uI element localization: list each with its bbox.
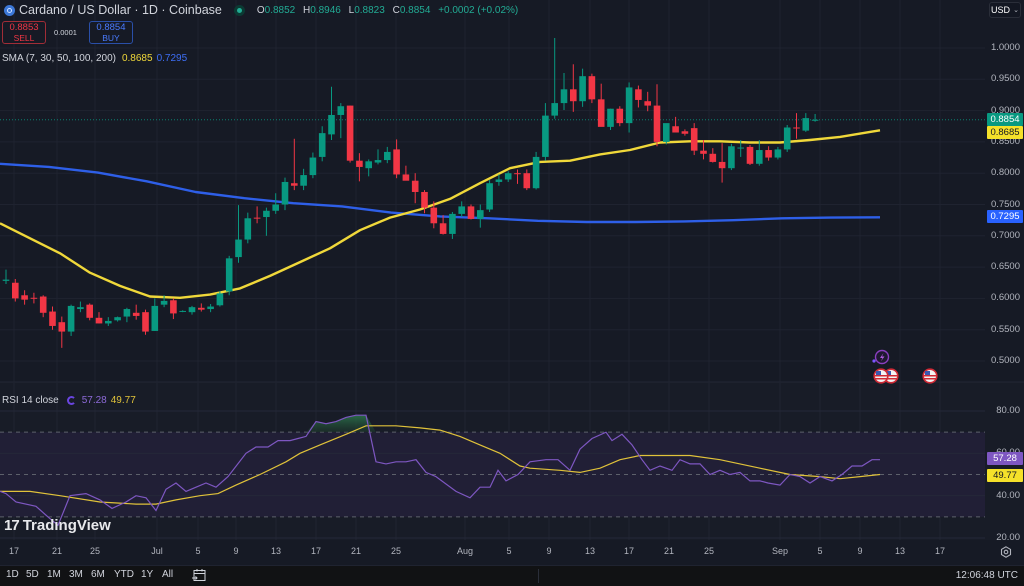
high-label: H [303, 4, 311, 16]
us-flag-event-icon[interactable] [922, 368, 938, 384]
range-button-1m[interactable]: 1M [47, 569, 61, 580]
sell-price: 0.8853 [9, 22, 39, 33]
rsi-label: RSI 14 close [2, 395, 59, 406]
close-value: 0.8854 [399, 4, 431, 16]
change-value: +0.0002 (+0.02%) [438, 4, 519, 16]
trade-panel: 0.8853 SELL 0.0001 0.8854 BUY [2, 21, 133, 44]
spread-value: 0.0001 [54, 28, 77, 37]
time-axis-label: Aug [456, 546, 474, 556]
tradingview-logo[interactable]: 17 TradingView [4, 517, 111, 534]
low-label: L [348, 4, 355, 16]
price-axis-label: 1.0000 [990, 42, 1020, 53]
time-axis-label: 25 [390, 546, 402, 556]
buy-price: 0.8854 [96, 22, 126, 33]
price-axis-label: 0.7000 [990, 229, 1020, 241]
low-value: 0.8823 [354, 4, 385, 16]
rsi-legend[interactable]: RSI 14 close 57.28 49.77 [2, 395, 136, 406]
price-axis-label: 0.8500 [990, 135, 1020, 147]
high-value: 0.8946 [310, 4, 341, 16]
price-axis-label: 0.9000 [990, 104, 1020, 116]
chevron-down-icon: ⌄ [1013, 7, 1019, 14]
time-axis-label: 25 [89, 546, 101, 556]
symbol-title[interactable]: Cardano / US Dollar · 1D · Coinbase [19, 3, 222, 17]
sell-label: SELL [13, 33, 35, 43]
economic-events[interactable] [868, 348, 948, 388]
loading-spinner-icon [66, 396, 76, 405]
range-button-ytd[interactable]: YTD [114, 569, 134, 580]
price-axis-label: 0.7500 [990, 198, 1020, 210]
rsi-ma-value: 49.77 [110, 395, 136, 406]
open-value: 0.8852 [264, 4, 296, 16]
open-label: O [256, 4, 265, 16]
settings-gear-icon[interactable] [1000, 546, 1012, 558]
range-button-6m[interactable]: 6M [91, 569, 105, 580]
range-button-all[interactable]: All [162, 569, 174, 580]
sma-value-blue: 0.7295 [156, 53, 188, 64]
cardano-logo-icon [4, 4, 15, 16]
time-axis-label: 5 [506, 546, 512, 556]
time-axis-label: 13 [584, 546, 596, 556]
sell-button[interactable]: 0.8853 SELL [2, 21, 46, 44]
price-axis-label: 0.9500 [990, 73, 1020, 85]
ohlc-values: O0.8852 H0.8946 L0.8823 C0.8854 +0.0002 … [257, 5, 523, 16]
time-axis-label: 17 [934, 546, 946, 556]
price-axis-label: 0.5000 [990, 355, 1020, 366]
sma-label: SMA (7, 30, 50, 100, 200) [2, 53, 116, 64]
current-price-tag: 0.8854 [987, 113, 1023, 126]
sma-legend[interactable]: SMA (7, 30, 50, 100, 200) 0.8685 0.7295 [2, 53, 187, 64]
buy-label: BUY [102, 33, 120, 43]
rsi-axis-label: 80.00 [996, 405, 1020, 416]
buy-button[interactable]: 0.8854 BUY [88, 21, 133, 44]
range-button-1d[interactable]: 1D [6, 569, 19, 580]
go-to-date-calendar-icon[interactable] [191, 568, 207, 583]
time-axis-label: Sep [771, 546, 789, 556]
time-axis-label: 21 [663, 546, 675, 556]
time-axis-label: 21 [350, 546, 362, 556]
price-axis-label: 0.6500 [990, 261, 1020, 273]
utc-clock[interactable]: 12:06:48 UTC [955, 570, 1018, 581]
us-flag-event-icon[interactable] [873, 368, 889, 384]
time-axis-label: 5 [195, 546, 201, 556]
time-axis-label: 21 [51, 546, 63, 556]
range-button-3m[interactable]: 3M [69, 569, 83, 580]
toolbar-divider [538, 569, 539, 583]
range-button-5d[interactable]: 5D [26, 569, 39, 580]
price-axis-label: 0.6000 [990, 292, 1020, 304]
sma-value-yellow: 0.8685 [121, 53, 153, 64]
time-axis-label: 9 [233, 546, 239, 556]
sma-yellow-price-tag: 0.8685 [987, 126, 1023, 139]
time-axis-label: Jul [151, 546, 163, 556]
time-axis-label: 13 [894, 546, 906, 556]
tradingview-logo-text: TradingView [22, 517, 111, 534]
price-axis-label: 0.5500 [990, 323, 1020, 335]
time-axis-label: 17 [310, 546, 322, 556]
time-axis-label: 5 [817, 546, 823, 556]
time-axis-label: 9 [857, 546, 863, 556]
price-axis-label: 0.8000 [990, 167, 1020, 179]
rsi-axis-label: 20.00 [996, 532, 1020, 543]
tradingview-mark-icon: 17 [4, 517, 20, 534]
rsi-axis-label: 40.00 [996, 490, 1020, 501]
range-button-1y[interactable]: 1Y [141, 569, 154, 580]
currency-selector[interactable]: USD ⌄ [989, 2, 1021, 18]
bottom-toolbar: 1D 5D 1M 3M 6M YTD 1Y All 12:06:48 UTC [0, 565, 1024, 586]
time-axis-label: 17 [8, 546, 20, 556]
rsi-ma-value-tag: 49.77 [987, 469, 1023, 482]
time-axis-label: 25 [703, 546, 715, 556]
chart-header: Cardano / US Dollar · 1D · Coinbase O0.8… [4, 3, 523, 17]
sma-blue-price-tag: 0.7295 [987, 210, 1023, 223]
time-axis-label: 9 [546, 546, 552, 556]
rsi-value: 57.28 [81, 395, 107, 406]
close-label: C [392, 4, 400, 16]
rsi-value-tag: 57.28 [987, 452, 1023, 465]
currency-label: USD [991, 5, 1011, 15]
lightning-event-icon[interactable] [872, 349, 890, 365]
time-axis-label: 17 [623, 546, 635, 556]
time-axis-label: 13 [270, 546, 282, 556]
market-open-status-icon [233, 4, 245, 16]
